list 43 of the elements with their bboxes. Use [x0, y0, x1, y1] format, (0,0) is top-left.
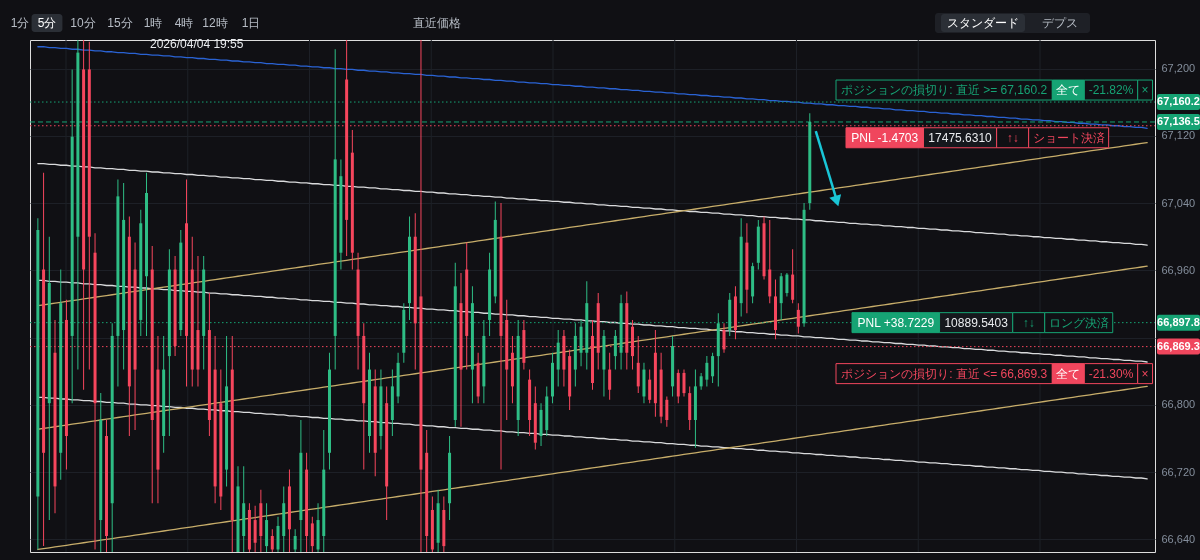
y-tick-label: 67,200: [1161, 62, 1196, 75]
text: 12時: [202, 16, 228, 30]
y-tick-label: 66,640: [1161, 532, 1196, 545]
y-tick-label: 66,960: [1161, 263, 1196, 276]
annotation: ×: [1141, 83, 1149, 98]
annotation: ロング決済: [1048, 315, 1109, 330]
annotation: 10889.5403: [944, 315, 1009, 330]
annotation: ↑↓: [1006, 130, 1019, 145]
y-tick-label: 67,120: [1161, 129, 1196, 142]
y-tick-label: 67,040: [1161, 196, 1196, 209]
annotation: -21.82%: [1088, 83, 1134, 98]
text: 1時: [143, 16, 163, 30]
text: デプス: [1042, 16, 1078, 30]
line-series: [37, 162, 1148, 246]
text: 15分: [107, 16, 133, 30]
annotation: PNL -1.4703: [851, 130, 919, 145]
y-tick-label: 66,720: [1161, 465, 1196, 478]
text: 4時: [174, 16, 194, 30]
annotation: 全て: [1056, 366, 1081, 381]
annotation: PNL +38.7229: [857, 315, 935, 330]
line-series: [37, 46, 1148, 129]
annotation: 全て: [1056, 83, 1081, 98]
ref-line-label: 67,136.5: [1157, 114, 1200, 127]
text: スタンダード: [947, 16, 1019, 30]
ref-line-label: 67,160.2: [1157, 95, 1200, 108]
text: 1日: [241, 16, 261, 30]
annotation: ↑↓: [1022, 315, 1035, 330]
annotation: -21.30%: [1088, 366, 1134, 381]
y-tick-label: 66,800: [1161, 398, 1196, 411]
annotation: 2026/04/04 19:55: [150, 37, 244, 51]
text: 1分: [10, 16, 30, 30]
text: 直近価格: [413, 16, 461, 30]
line-series: [37, 396, 1148, 480]
annotation: ポジションの損切り: 直近 >= 67,160.2: [841, 83, 1048, 98]
text: 10分: [70, 16, 96, 30]
annotation: 17475.6310: [928, 130, 993, 145]
annotation: ショート決済: [1032, 130, 1105, 145]
text: 5分: [37, 16, 57, 30]
ref-line-label: 66,869.3: [1157, 339, 1200, 352]
annotation: ×: [1141, 366, 1149, 381]
annotation: ポジションの損切り: 直近 <= 66,869.3: [841, 366, 1048, 381]
ref-line-label: 66,897.8: [1157, 315, 1200, 328]
line-series: [37, 265, 1148, 430]
